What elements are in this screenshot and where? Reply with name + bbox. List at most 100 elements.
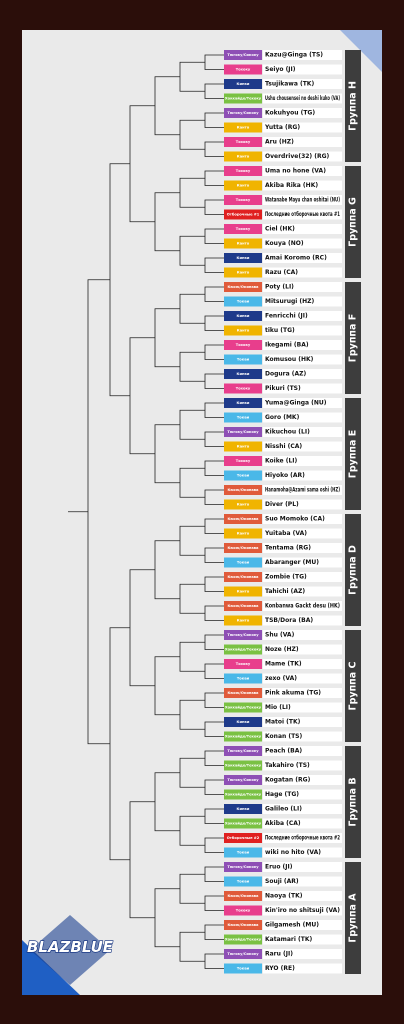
region-tag bbox=[224, 427, 262, 437]
player-name: Suo Momoko (CA) bbox=[265, 516, 325, 523]
region-tag bbox=[224, 282, 262, 292]
player-name: Fenricchi (JI) bbox=[265, 313, 308, 320]
region-label: Тохоку bbox=[236, 343, 251, 347]
name-box bbox=[263, 441, 342, 452]
name-box bbox=[263, 195, 342, 205]
region-label: Хоккайдо/Тохоку bbox=[225, 822, 262, 826]
name-box bbox=[263, 340, 342, 350]
player-name: Akiba (CA) bbox=[265, 820, 301, 827]
name-box bbox=[263, 760, 342, 771]
name-box bbox=[263, 166, 342, 176]
region-tag bbox=[224, 470, 262, 481]
region-label: Кюсю/Окинава bbox=[228, 894, 260, 898]
name-box bbox=[263, 64, 342, 75]
region-label: Кюсю/Окинава bbox=[228, 575, 260, 579]
name-box bbox=[263, 514, 342, 524]
group-box bbox=[345, 746, 361, 858]
name-box bbox=[263, 122, 342, 133]
name-box bbox=[263, 470, 342, 481]
group-label: Группа B bbox=[348, 777, 359, 826]
region-tag bbox=[224, 499, 262, 510]
name-box bbox=[263, 456, 342, 466]
region-tag bbox=[224, 876, 262, 887]
player-name: Pink akuma (TG) bbox=[265, 690, 321, 697]
player-name: Konan (TS) bbox=[265, 733, 303, 740]
region-label: Отборочные #2 bbox=[227, 836, 260, 840]
region-label: Тохоку bbox=[236, 459, 251, 463]
player-name: Kouya (NO) bbox=[265, 240, 304, 247]
player-name: Katamari (TK) bbox=[265, 936, 313, 943]
name-box bbox=[263, 528, 342, 539]
region-label: Тохоку bbox=[236, 169, 251, 173]
region-tag bbox=[224, 528, 262, 539]
player-name: Watanabe Mayu chan oshitai (NU) bbox=[265, 197, 340, 204]
region-label: Токаи bbox=[237, 851, 250, 855]
player-name: Poty (LI) bbox=[265, 284, 294, 291]
region-label: Токаи bbox=[237, 474, 250, 478]
region-label: Канто bbox=[237, 184, 250, 188]
name-box bbox=[263, 804, 342, 814]
region-tag bbox=[224, 325, 262, 336]
region-tag bbox=[224, 354, 262, 365]
player-name: Последние отборочные квота #2 bbox=[265, 835, 340, 842]
player-name: Galileo (LI) bbox=[265, 806, 302, 813]
name-box bbox=[263, 253, 342, 263]
player-name: Goro (MK) bbox=[265, 414, 300, 421]
player-name: Takahiro (TS) bbox=[265, 762, 310, 769]
group-label: Группа F bbox=[348, 314, 359, 362]
player-name: Seiyo (JI) bbox=[265, 66, 296, 73]
name-box bbox=[263, 485, 342, 495]
player-name: Kokuhyou (TG) bbox=[265, 110, 315, 117]
region-tag bbox=[224, 963, 262, 974]
region-label: Хоккайдо/Тохоку bbox=[225, 938, 262, 942]
region-tag bbox=[224, 891, 262, 901]
region-tag bbox=[224, 253, 262, 263]
region-tag bbox=[224, 209, 262, 220]
player-name: Souji (AR) bbox=[265, 878, 299, 885]
player-name: Komusou (HK) bbox=[265, 356, 314, 363]
name-box bbox=[263, 688, 342, 698]
region-tag bbox=[224, 731, 262, 742]
region-tag bbox=[224, 398, 262, 408]
group-box bbox=[345, 398, 361, 510]
name-box bbox=[263, 557, 342, 568]
name-box bbox=[263, 108, 342, 118]
name-box bbox=[263, 934, 342, 945]
region-label: Тюгоку/Сикоку bbox=[227, 111, 259, 115]
region-tag bbox=[224, 934, 262, 945]
player-name: Tsujikawa (TK) bbox=[265, 81, 314, 88]
name-box bbox=[263, 789, 342, 800]
region-tag bbox=[224, 485, 262, 495]
player-name: Noze (HZ) bbox=[265, 646, 299, 653]
region-label: Кинки bbox=[237, 372, 250, 376]
name-box bbox=[263, 137, 342, 147]
region-tag bbox=[224, 441, 262, 452]
region-tag bbox=[224, 673, 262, 684]
region-label: Тюгоку/Сикоку bbox=[227, 53, 259, 57]
region-label: Кюсю/Окинава bbox=[228, 285, 260, 289]
player-name: Razu (CA) bbox=[265, 269, 298, 276]
region-tag bbox=[224, 920, 262, 930]
name-box bbox=[263, 833, 342, 843]
name-box bbox=[263, 586, 342, 597]
region-tag bbox=[224, 137, 262, 147]
name-box bbox=[263, 630, 342, 640]
player-name: Abaranger (MU) bbox=[265, 559, 319, 566]
group-label: Группа H bbox=[348, 81, 359, 131]
player-name: RYO (RE) bbox=[265, 965, 295, 972]
region-tag bbox=[224, 311, 262, 321]
group-box bbox=[345, 282, 361, 394]
region-label: Кинки bbox=[237, 314, 250, 318]
region-tag bbox=[224, 79, 262, 89]
player-name: Peach (BA) bbox=[265, 748, 302, 755]
region-tag bbox=[224, 557, 262, 568]
player-name: Hage (TG) bbox=[265, 791, 299, 798]
player-name: Amai Koromo (RC) bbox=[265, 255, 327, 262]
region-label: Кюсю/Окинава bbox=[228, 604, 260, 608]
region-label: Хоккайдо/Тохоку bbox=[225, 735, 262, 739]
name-box bbox=[263, 383, 342, 394]
region-tag bbox=[224, 746, 262, 756]
player-name: Mitsurugi (HZ) bbox=[265, 298, 315, 305]
region-tag bbox=[224, 340, 262, 350]
